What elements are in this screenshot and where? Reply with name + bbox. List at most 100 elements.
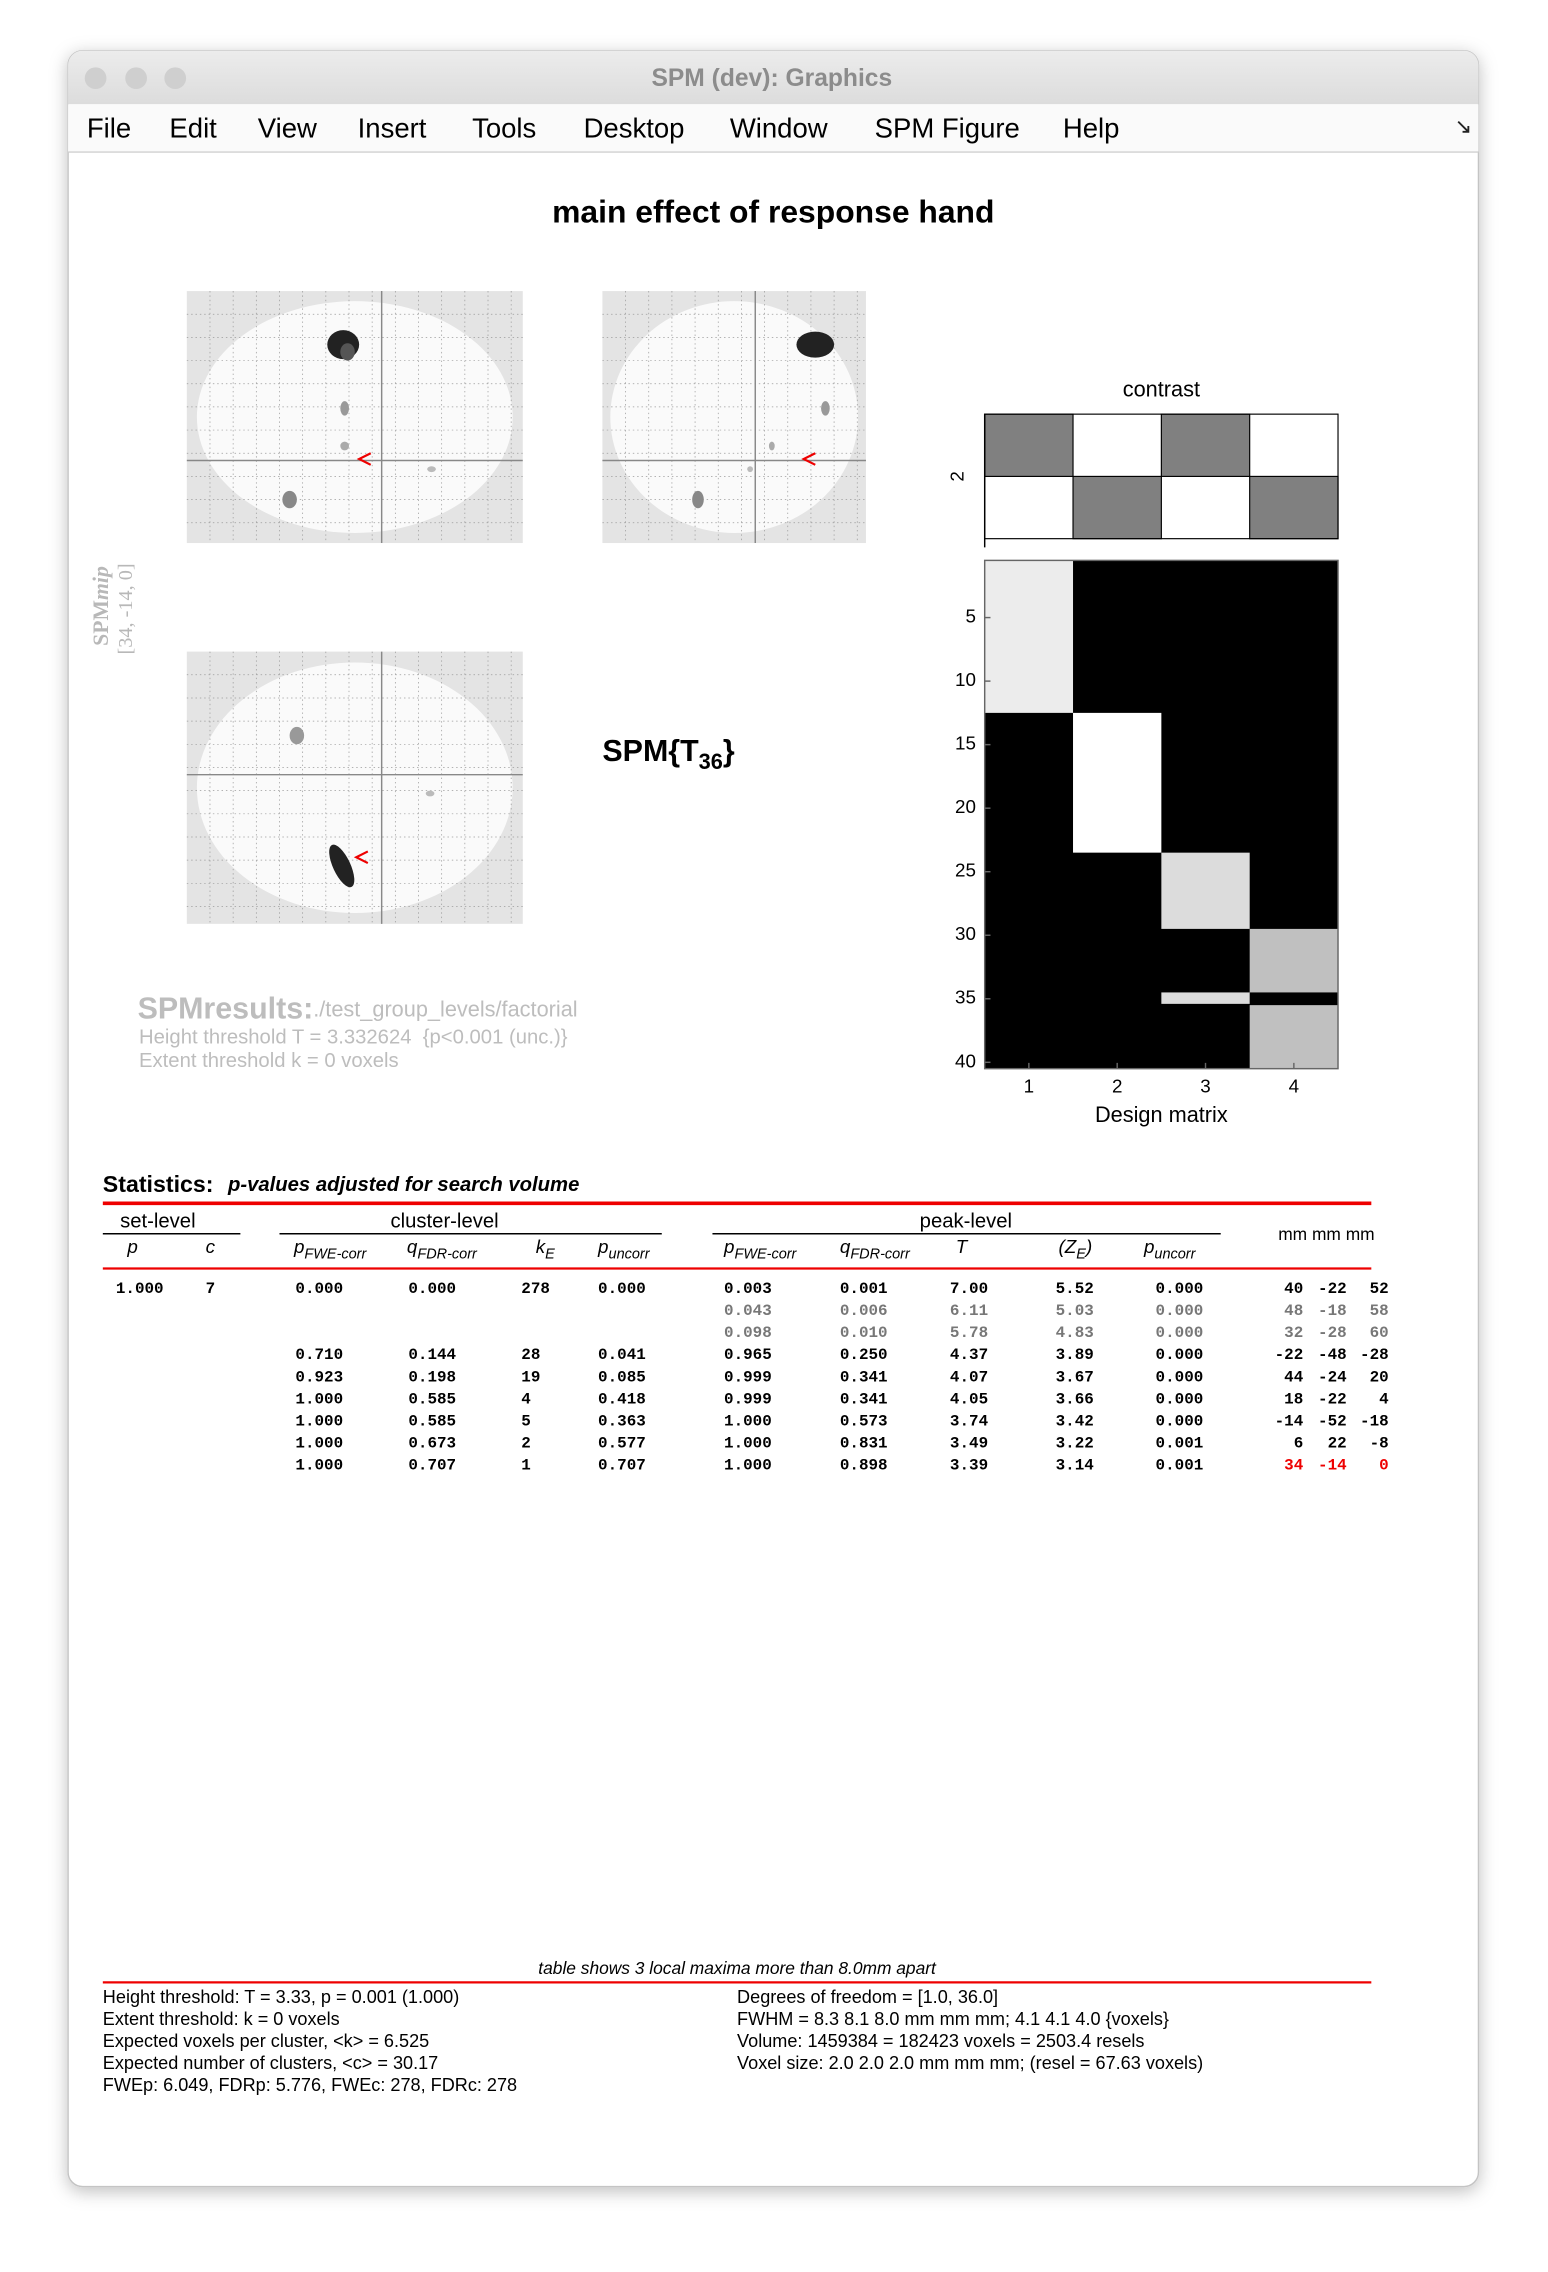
brain-outline (610, 301, 859, 533)
table-cell: 0.341 (840, 1368, 888, 1386)
footer-line: Degrees of freedom = [1.0, 36.0] (737, 1987, 998, 2007)
table-cell: -28 (1318, 1324, 1347, 1342)
table-cell: 3.42 (1056, 1412, 1094, 1430)
table-cell: 1.000 (295, 1412, 343, 1430)
group-header: peak-level (920, 1211, 1012, 1233)
table-cell: 1.000 (724, 1457, 772, 1475)
design-frame (983, 559, 1339, 1070)
table-cell: 0.000 (598, 1280, 646, 1298)
activation-blob (821, 401, 830, 416)
table-cell: 32 (1284, 1324, 1303, 1342)
contrast-label: 2 (947, 471, 968, 481)
x-axis-label: Design matrix (1095, 1102, 1228, 1127)
mip-coords: [34, -14, 0] (115, 563, 137, 654)
table-cell: 0.831 (840, 1435, 888, 1453)
mip-label-main: SPM (89, 600, 113, 646)
activation-blob (427, 466, 436, 473)
column-header-main: k (536, 1236, 547, 1257)
cursor-marker (356, 452, 372, 466)
title-bar (68, 50, 1479, 105)
activation-blob (340, 401, 349, 416)
table-cell: 0.585 (408, 1390, 456, 1408)
brain-outline (196, 301, 513, 533)
table-cell: -8 (1370, 1435, 1389, 1453)
table-cell: -52 (1318, 1412, 1347, 1430)
stat-label-sub: 36 (699, 748, 723, 773)
x-tick-label: 2 (1112, 1075, 1122, 1096)
menu-item[interactable]: File (87, 113, 131, 144)
table-cell: 0.000 (1156, 1412, 1204, 1430)
table-cell: 44 (1284, 1368, 1304, 1386)
height-threshold: Height threshold T = 3.332624 {p<0.001 (… (139, 1027, 568, 1049)
table-cell: 0.001 (840, 1280, 888, 1298)
footer-line: Expected voxels per cluster, <k> = 6.525 (103, 2031, 429, 2051)
table-cell: 0.577 (598, 1435, 646, 1453)
table-cell: 0.041 (598, 1346, 646, 1364)
table-cell: -48 (1318, 1346, 1347, 1364)
column-header-main: p (126, 1236, 137, 1257)
table-cell: 3.49 (950, 1435, 988, 1453)
design-cell (1249, 1005, 1339, 1069)
mip-panel (186, 651, 523, 924)
table-cell: 0.000 (1156, 1368, 1204, 1386)
footer-line: Height threshold: T = 3.33, p = 0.001 (1… (103, 1987, 459, 2007)
table-cell: 5.03 (1056, 1302, 1094, 1320)
activation-blob (796, 331, 835, 358)
menu-item[interactable]: Help (1063, 113, 1120, 144)
table-cell: 1 (521, 1457, 531, 1475)
menu-item[interactable]: Insert (358, 113, 427, 144)
table-note: table shows 3 local maxima more than 8.0… (538, 1958, 937, 1978)
table-cell: 0.999 (724, 1368, 772, 1386)
zoom-button[interactable] (164, 67, 187, 90)
table-cell: 0.673 (408, 1435, 456, 1453)
menu-item[interactable]: Desktop (584, 113, 685, 144)
minimize-button[interactable] (125, 67, 147, 90)
design-cell (1161, 992, 1250, 1004)
table-cell: 0.001 (1156, 1435, 1204, 1453)
column-header: T (956, 1236, 969, 1257)
stat-label: SPM{T36} (602, 734, 734, 773)
group-header: mm mm mm (1278, 1224, 1374, 1244)
group-header: cluster-level (391, 1211, 499, 1233)
menu-item[interactable]: Edit (169, 113, 217, 144)
activation-blob (329, 844, 355, 888)
table-cell: -24 (1318, 1368, 1347, 1386)
close-button[interactable] (84, 67, 107, 90)
table-cell: 22 (1328, 1435, 1347, 1453)
table-cell: 0.341 (840, 1390, 888, 1408)
activation-blob (425, 790, 435, 797)
table-cell: 6 (1294, 1435, 1304, 1453)
menu-item[interactable]: Tools (472, 113, 536, 144)
table-cell: 3.89 (1056, 1346, 1094, 1364)
footer-line: Extent threshold: k = 0 voxels (103, 2009, 340, 2029)
y-tick-label: 40 (955, 1050, 976, 1071)
activation-blob (768, 441, 775, 451)
footer-line: FWHM = 8.3 8.1 8.0 mm mm mm; 4.1 4.1 4.0… (737, 2009, 1169, 2029)
table-cell: 1.000 (116, 1280, 164, 1298)
footer-line: Voxel size: 2.0 2.0 2.0 mm mm mm; (resel… (737, 2053, 1203, 2073)
statistics-label: Statistics: (103, 1171, 214, 1197)
table-cell: 5 (521, 1412, 531, 1430)
activation-blob (340, 441, 349, 451)
footer-line: FWEp: 6.049, FDRp: 5.776, FWEc: 278, FDR… (103, 2075, 517, 2095)
table-cell: 7 (206, 1280, 216, 1298)
x-tick-label: 4 (1289, 1075, 1299, 1096)
menu-item[interactable]: SPM Figure (875, 113, 1020, 144)
table-cell: 2 (521, 1435, 531, 1453)
table-cell: 0.000 (1156, 1302, 1204, 1320)
table-cell: 48 (1284, 1302, 1303, 1320)
table-cell: 4 (521, 1390, 531, 1408)
table-cell: 5.52 (1056, 1280, 1094, 1298)
menu-item[interactable]: Window (730, 113, 828, 144)
table-cell: -14 (1275, 1412, 1304, 1430)
table-cell: 3.39 (950, 1457, 988, 1475)
y-tick-label: 20 (955, 796, 976, 817)
column-header: p (126, 1236, 137, 1257)
activation-blob (340, 343, 355, 361)
statistics-header: Statistics: p-values adjusted for search … (103, 1171, 580, 1197)
column-header-main: p (723, 1236, 734, 1257)
toolbar-toggle[interactable] (1457, 120, 1470, 133)
y-tick-label: 5 (966, 606, 976, 627)
menu-item[interactable]: View (258, 113, 317, 144)
